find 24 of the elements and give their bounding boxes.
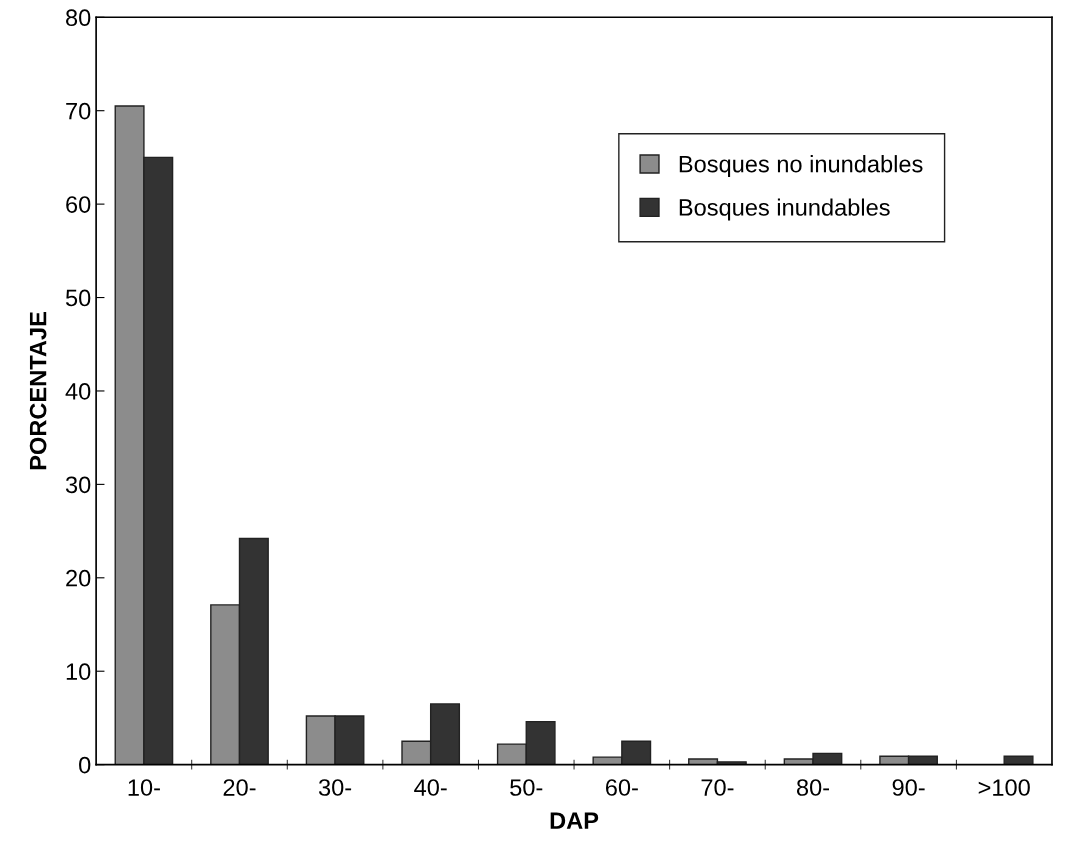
x-tick-label: 70-: [701, 779, 734, 796]
x-tick-label: 60-: [605, 779, 638, 796]
y-tick-label: 30: [65, 476, 91, 494]
y-tick-label: 40: [65, 383, 91, 400]
x-axis-title: DAP: [550, 812, 599, 829]
legend-label: Bosques inundables: [679, 198, 890, 221]
y-tick-label: 70: [66, 102, 91, 120]
x-tick-label: 90-: [892, 779, 925, 796]
x-tick-label: 40-: [414, 779, 447, 796]
y-tick-label: 10: [66, 663, 91, 681]
y-tick-label: 60: [66, 196, 91, 213]
y-tick-label: 0: [79, 756, 91, 774]
y-axis-title: PORCENTAJE: [29, 312, 47, 470]
x-tick-label: 30-: [318, 779, 352, 796]
bar: [1003, 755, 1034, 765]
x-tick-label: 50-: [510, 779, 543, 796]
legend-label: Bosques no inundables: [679, 155, 923, 178]
x-tick-label: 20-: [223, 779, 256, 796]
x-tick-label: 10-: [128, 779, 160, 796]
y-tick-label: 20: [66, 569, 91, 587]
x-tick-label: 80-: [796, 779, 830, 796]
y-tick-label: 50: [65, 289, 91, 307]
y-tick-label: 80: [66, 9, 91, 27]
x-tick-label: >100: [978, 779, 1030, 796]
